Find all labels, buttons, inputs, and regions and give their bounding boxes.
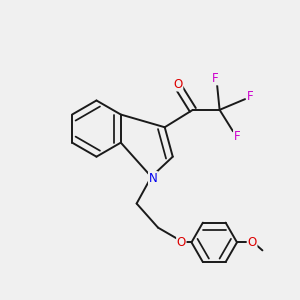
Text: F: F [247, 90, 254, 103]
Text: F: F [212, 72, 219, 85]
Text: N: N [148, 172, 157, 184]
Text: O: O [248, 236, 257, 249]
Text: O: O [177, 236, 186, 249]
Text: O: O [173, 78, 183, 91]
Text: F: F [234, 130, 240, 142]
